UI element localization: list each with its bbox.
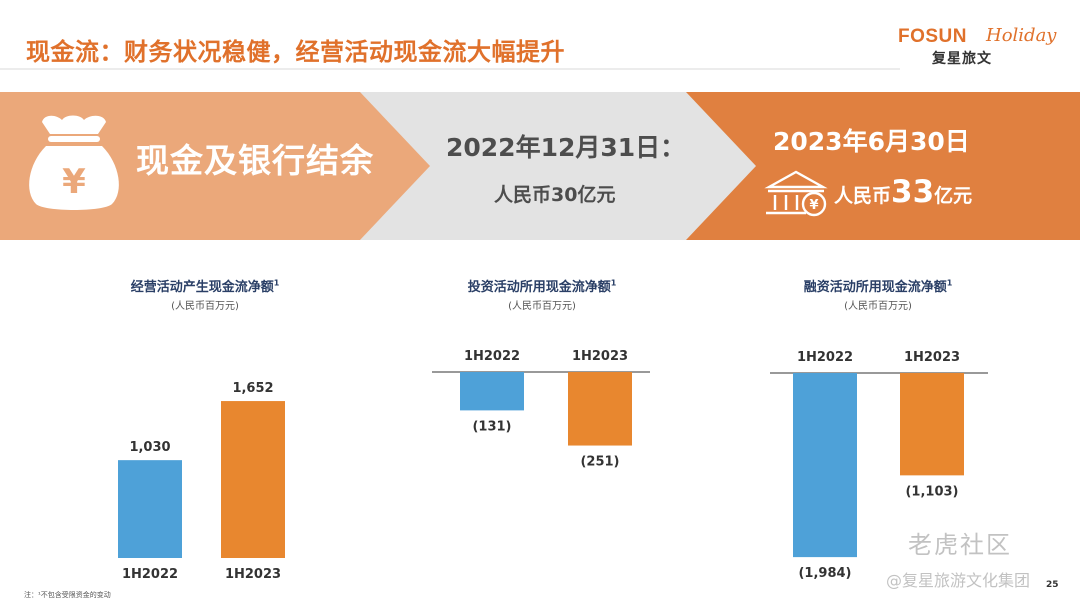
chart-3-subtitle: (人民币百万元) — [844, 301, 912, 312]
current-amount-value: 33 — [891, 174, 935, 210]
chart-2-bar-1H2023 — [568, 372, 632, 446]
chart-1-value-label: 1,030 — [129, 440, 170, 455]
chart-1-category-label: 1H2022 — [122, 567, 178, 582]
chart-2-category-label: 1H2023 — [572, 349, 628, 364]
chart-3-category-label: 1H2022 — [797, 350, 853, 365]
chart-1-bar-1H2023 — [221, 401, 285, 558]
chart-2-value-label: (131) — [472, 419, 511, 434]
chart-1-subtitle: (人民币百万元) — [171, 301, 239, 312]
watermark-community: 老虎社区 — [908, 531, 1012, 559]
current-amount: 人民币33亿元 — [834, 174, 972, 210]
svg-text:¥: ¥ — [809, 198, 818, 213]
chart-3-bar-1H2023 — [900, 373, 964, 476]
prior-amount: 人民币30亿元 — [494, 184, 616, 206]
chart-3-title: 融资活动所用现金流净额1 — [803, 278, 953, 295]
chart-2-category-label: 1H2022 — [464, 349, 520, 364]
chart-3-category-label: 1H2023 — [904, 350, 960, 365]
chart-3-bar-1H2022 — [793, 373, 857, 558]
current-date: 2023年6月30日 — [773, 127, 970, 156]
logo-cn: 复星旅文 — [932, 51, 992, 67]
chart-1-value-label: 1,652 — [232, 381, 273, 396]
chart-2-subtitle: (人民币百万元) — [508, 301, 576, 312]
bank-icon: ¥ — [764, 170, 828, 217]
chart-1-title: 经营活动产生现金流净额1 — [130, 278, 280, 295]
current-amount-suffix: 亿元 — [934, 185, 973, 207]
chart-2-bar-1H2022 — [460, 372, 524, 411]
logo-script: Holiday — [986, 25, 1057, 46]
cash-balance-banner: ¥ ¥ 现金及银行结余 2022年12月31日： 人民币30亿元 2023年6月… — [0, 92, 1080, 240]
chart-3-value-label: (1,103) — [905, 484, 958, 499]
watermark-account: @复星旅游文化集团 — [886, 571, 1031, 590]
page-number: 25 — [1046, 580, 1059, 590]
page-title: 现金流：财务状况稳健，经营活动现金流大幅提升 — [26, 38, 565, 66]
company-logo: FOSUN Holiday 复星旅文 — [898, 24, 1058, 67]
chart-1-category-label: 1H2023 — [225, 567, 281, 582]
footnote: 注：¹不包含受限资金的变动 — [24, 591, 111, 599]
banner-label: 现金及银行结余 — [136, 141, 374, 180]
money-bag-icon: ¥ — [29, 115, 119, 210]
prior-date: 2022年12月31日： — [446, 133, 686, 162]
title-underline — [0, 68, 900, 70]
banner-background: ¥ ¥ — [0, 92, 1080, 240]
chart-2-title: 投资活动所用现金流净额1 — [467, 278, 617, 295]
chart-2-value-label: (251) — [580, 455, 619, 470]
current-amount-prefix: 人民币 — [834, 185, 892, 207]
chart-1-bar-1H2022 — [118, 460, 182, 558]
logo-brand: FOSUN — [898, 26, 967, 47]
chart-3-value-label: (1,984) — [798, 566, 851, 581]
svg-text:¥: ¥ — [62, 162, 86, 202]
